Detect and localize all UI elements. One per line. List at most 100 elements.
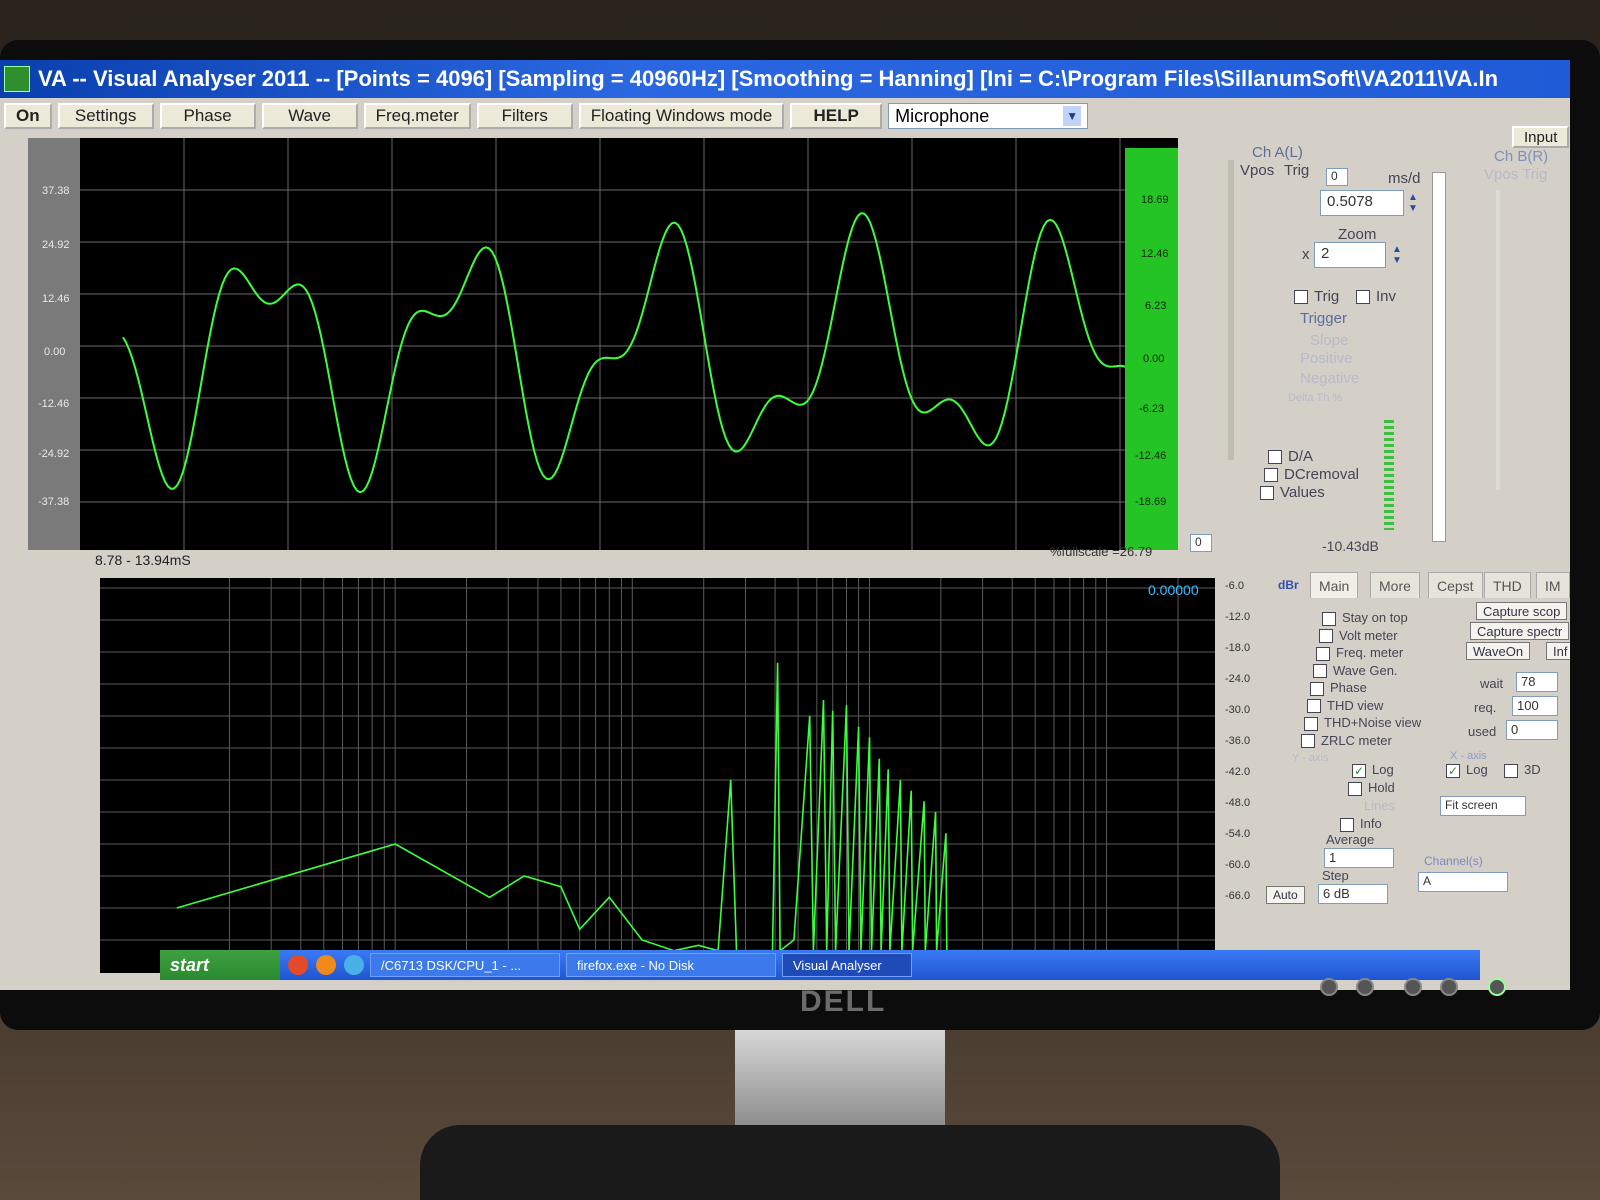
toolbar: On Settings Phase Wave Freq.meter Filter… [0, 100, 1570, 132]
option-checkbox[interactable]: Wave Gen. [1313, 663, 1398, 679]
on-button[interactable]: On [4, 103, 52, 129]
zoom-spinner-icon[interactable]: ▲ ▼ [1392, 244, 1402, 266]
info-checkbox[interactable]: Info [1340, 816, 1382, 832]
values-checkbox[interactable]: Values [1260, 484, 1325, 501]
tab-im[interactable]: IM [1536, 572, 1570, 598]
monitor-button[interactable] [1440, 978, 1458, 996]
hold-label: Hold [1368, 780, 1395, 795]
spectrum-y-tick: -60.0 [1225, 859, 1251, 871]
option-checkbox[interactable]: Freq. meter [1316, 645, 1403, 661]
checkbox-icon [1301, 734, 1315, 749]
checkbox-checked-icon [1446, 763, 1460, 778]
option-checkbox[interactable]: THD view [1307, 698, 1383, 714]
input-button[interactable]: Input [1512, 126, 1570, 148]
checkbox-icon [1313, 664, 1327, 679]
spectrum-y-tick: -12.0 [1225, 611, 1251, 623]
help-button[interactable]: HELP [790, 103, 883, 129]
spectrum-y-tick: -30.0 [1225, 704, 1251, 716]
da-checkbox[interactable]: D/A [1268, 448, 1313, 465]
source-select-value: Microphone [895, 105, 990, 126]
scope-zero-box[interactable]: 0 [1190, 534, 1212, 552]
tab-cepst[interactable]: Cepst [1428, 572, 1483, 598]
hold-checkbox[interactable]: Hold [1348, 780, 1395, 796]
dell-logo: DELL [800, 985, 887, 1018]
floating-windows-button[interactable]: Floating Windows mode [578, 103, 785, 129]
wave-button[interactable]: Wave [261, 103, 358, 129]
taskbar-item-visual-analyser[interactable]: Visual Analyser [782, 953, 912, 977]
scope-left-axis: 37.38 24.92 12.46 0.00 -12.46 -24.92 -37… [28, 138, 80, 550]
cha-zero-box[interactable]: 0 [1326, 168, 1348, 186]
capture-spectrum-button[interactable]: Capture spectr [1470, 622, 1570, 640]
title-bar[interactable]: VA -- Visual Analyser 2011 -- [Points = … [0, 60, 1570, 98]
step-select[interactable]: 6 dB [1318, 884, 1388, 904]
lines-label: Lines [1364, 798, 1396, 813]
trig-checkbox[interactable]: Trig [1294, 288, 1339, 305]
used-label: used [1468, 724, 1497, 739]
oscilloscope-panel[interactable] [28, 138, 1178, 550]
option-checkbox[interactable]: Volt meter [1319, 628, 1398, 644]
option-label: THD view [1327, 697, 1384, 713]
spectrum-y-tick: -66.0 [1225, 890, 1251, 902]
negative-radio[interactable]: Negative [1300, 370, 1360, 387]
tab-thd[interactable]: THD [1484, 572, 1531, 598]
msd-input[interactable]: 0.5078 [1320, 190, 1404, 216]
cha-vu-meter [1432, 172, 1446, 542]
inv-checkbox[interactable]: Inv [1356, 288, 1396, 305]
x-log-checkbox[interactable]: Log [1446, 762, 1488, 778]
msd-spinner-icon[interactable]: ▲ ▼ [1408, 192, 1418, 214]
checkbox-icon [1504, 763, 1518, 778]
capture-scope-button[interactable]: Capture scop [1476, 602, 1568, 620]
dcremoval-checkbox[interactable]: DCremoval [1264, 466, 1359, 483]
filters-button[interactable]: Filters [476, 103, 573, 129]
x-3d-label: 3D [1524, 762, 1541, 777]
channel-select[interactable]: A [1418, 872, 1508, 892]
option-checkbox[interactable]: Stay on top [1322, 610, 1408, 626]
cha-level-leds [1384, 420, 1394, 530]
x-3d-checkbox[interactable]: 3D [1504, 762, 1541, 778]
req-value[interactable]: 100 [1512, 696, 1558, 716]
screen: VA -- Visual Analyser 2011 -- [Points = … [0, 60, 1570, 990]
settings-button[interactable]: Settings [57, 103, 154, 129]
app-icon [4, 66, 30, 92]
start-button[interactable]: start [160, 950, 280, 980]
spectrum-peak-value: 0.00000 [1148, 582, 1199, 598]
fit-screen-select[interactable]: Fit screen [1440, 796, 1526, 816]
tab-more[interactable]: More [1370, 572, 1420, 598]
monitor-button[interactable] [1404, 978, 1422, 996]
freq-meter-button[interactable]: Freq.meter [363, 103, 471, 129]
power-button[interactable] [1488, 978, 1506, 996]
values-checkbox-label: Values [1280, 484, 1325, 501]
taskbar-item-firefox[interactable]: firefox.exe - No Disk [566, 953, 776, 977]
option-checkbox[interactable]: THD+Noise view [1304, 715, 1421, 731]
waveon-button[interactable]: WaveOn [1466, 642, 1531, 660]
option-checkbox[interactable]: Phase [1310, 680, 1367, 696]
ie-icon[interactable] [344, 955, 364, 975]
info-label: Info [1360, 816, 1382, 831]
monitor-button[interactable] [1320, 978, 1338, 996]
y-log-checkbox[interactable]: Log [1352, 762, 1394, 778]
source-select[interactable]: Microphone ▼ [888, 103, 1089, 129]
phase-button[interactable]: Phase [159, 103, 256, 129]
spectrum-y-tick: -54.0 [1225, 828, 1251, 840]
positive-radio[interactable]: Positive [1300, 350, 1353, 367]
req-label: req. [1474, 700, 1497, 715]
option-checkbox[interactable]: ZRLC meter [1301, 733, 1392, 749]
scope-y-tick: -12.46 [38, 398, 70, 410]
info-button[interactable]: Inf [1546, 642, 1570, 660]
used-value: 0 [1506, 720, 1558, 740]
firefox-icon[interactable] [316, 955, 336, 975]
delta-label: Delta Th % [1288, 392, 1343, 404]
checkbox-icon [1307, 699, 1321, 714]
browser-icon[interactable] [288, 955, 308, 975]
chb-vpos-slider[interactable] [1496, 190, 1500, 490]
spectrum-panel[interactable] [100, 578, 1215, 973]
taskbar-item-ccs[interactable]: /C6713 DSK/CPU_1 - ... [370, 953, 560, 977]
vpos-slider[interactable] [1228, 160, 1234, 460]
monitor-button[interactable] [1356, 978, 1374, 996]
option-label: Freq. meter [1336, 645, 1404, 660]
zoom-x-label: x [1302, 246, 1310, 263]
average-select[interactable]: 1 [1324, 848, 1394, 868]
auto-button[interactable]: Auto [1266, 886, 1305, 904]
zoom-input[interactable]: 2 [1314, 242, 1386, 268]
tab-main[interactable]: Main [1310, 572, 1359, 598]
